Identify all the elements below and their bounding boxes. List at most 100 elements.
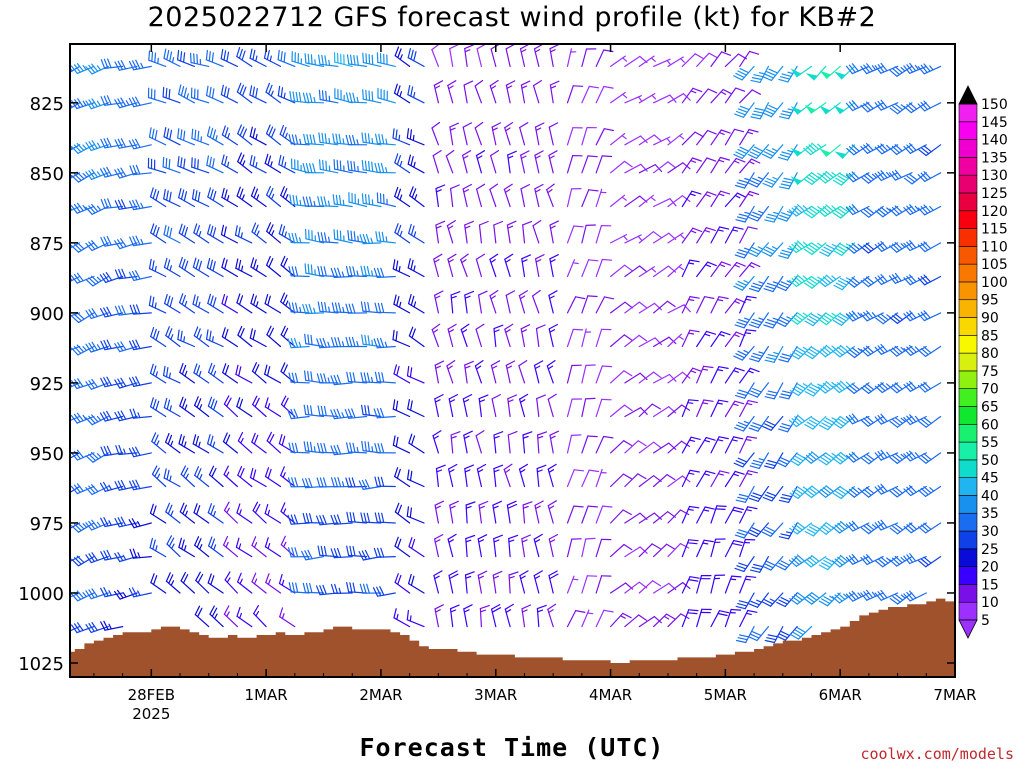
barb-staff: [595, 296, 606, 314]
barb-full-flag: [865, 345, 874, 354]
barb-full-flag: [255, 87, 258, 99]
barb-half-flag: [435, 225, 442, 229]
barb-half-flag: [900, 453, 906, 459]
barb-full-flag: [302, 196, 307, 207]
barb-full-flag: [280, 186, 285, 196]
barb-half-flag: [772, 176, 779, 181]
barb-full-flag: [877, 100, 885, 110]
barb-full-flag: [506, 220, 517, 226]
wind-barb: [251, 222, 267, 244]
barb-half-flag: [154, 302, 157, 309]
barb-half-flag: [240, 232, 243, 239]
wind-barb: [236, 186, 253, 208]
barb-full-flag: [750, 600, 761, 606]
wind-barb: [99, 272, 124, 283]
wind-barb: [761, 555, 784, 571]
barb-full-flag: [135, 164, 141, 175]
barb-full-flag: [731, 509, 743, 513]
barb-full-flag: [891, 347, 901, 355]
barb-pennant: [834, 151, 847, 159]
credit-link[interactable]: coolwx.com/models: [860, 745, 1014, 763]
barb-full-flag: [345, 92, 350, 103]
barb-full-flag: [395, 400, 399, 411]
barb-full-flag: [396, 224, 402, 235]
wind-barb: [148, 295, 167, 314]
wind-barb: [667, 509, 690, 524]
barb-full-flag: [447, 80, 457, 87]
barb-full-flag: [794, 385, 804, 392]
barb-full-flag: [822, 206, 832, 214]
barb-full-flag: [638, 334, 648, 342]
barb-full-flag: [117, 480, 124, 491]
barb-full-flag: [547, 500, 557, 507]
wind-barb: [249, 328, 267, 348]
wind-barb: [85, 451, 109, 463]
barb-full-flag: [832, 212, 842, 219]
barb-full-flag: [320, 266, 324, 277]
wind-barb: [332, 194, 353, 208]
barb-full-flag: [394, 573, 399, 584]
wind-barb: [431, 44, 440, 68]
barb-full-flag: [665, 613, 676, 620]
barb-full-flag: [462, 122, 473, 128]
barb-full-flag: [762, 182, 773, 188]
barb-full-flag: [224, 365, 229, 376]
wind-barb: [804, 382, 827, 397]
barb-half-flag: [687, 298, 695, 301]
barb-half-flag: [845, 173, 852, 177]
barb-full-flag: [103, 58, 109, 69]
barb-half-flag: [285, 194, 289, 200]
barb-half-flag: [732, 403, 739, 406]
wind-barb: [624, 265, 648, 278]
barb-full-flag: [410, 225, 415, 236]
barb-full-flag: [906, 144, 914, 153]
barb-full-flag: [236, 46, 241, 58]
wind-barb: [280, 502, 296, 524]
barb-half-flag: [493, 435, 500, 439]
barb-full-flag: [832, 250, 843, 256]
wind-barb: [163, 365, 181, 384]
wind-barb: [595, 155, 613, 174]
barb-pennant: [790, 106, 803, 115]
barb-staff: [624, 195, 641, 208]
barb-staff: [476, 48, 482, 68]
barb-staff: [581, 364, 587, 384]
wind-barb: [624, 301, 648, 314]
barb-full-flag: [99, 274, 107, 283]
barb-full-flag: [132, 408, 138, 419]
barb-full-flag: [149, 537, 153, 549]
barb-full-flag: [377, 476, 382, 487]
wind-barb: [475, 323, 485, 348]
wind-barb: [638, 371, 662, 384]
barb-full-flag: [209, 86, 212, 98]
wind-barb: [250, 293, 267, 314]
wind-barb: [522, 221, 533, 244]
barb-half-flag: [520, 575, 526, 580]
barb-full-flag: [752, 282, 763, 287]
wind-barb: [667, 440, 691, 454]
barb-full-flag: [811, 142, 820, 150]
barb-full-flag: [794, 242, 803, 250]
barb-full-flag: [150, 397, 154, 408]
barb-full-flag: [894, 555, 903, 564]
wind-barb: [280, 362, 296, 384]
barb-full-flag: [906, 451, 914, 461]
barb-full-flag: [302, 512, 307, 524]
barb-full-flag: [195, 259, 200, 270]
barb-full-flag: [588, 189, 599, 192]
barb-full-flag: [837, 453, 846, 461]
barb-half-flag: [356, 139, 359, 146]
barb-staff: [431, 48, 439, 68]
wind-barb: [114, 341, 138, 353]
barb-full-flag: [317, 405, 321, 416]
barb-full-flag: [720, 261, 732, 266]
barb-full-flag: [920, 487, 929, 496]
barb-staff: [595, 328, 603, 348]
barb-full-flag: [874, 276, 883, 285]
barb-full-flag: [906, 554, 914, 563]
barb-full-flag: [364, 334, 367, 346]
wind-barb: [875, 205, 899, 218]
barb-full-flag: [687, 542, 698, 545]
barb-staff: [638, 475, 655, 488]
barb-full-flag: [804, 530, 815, 537]
